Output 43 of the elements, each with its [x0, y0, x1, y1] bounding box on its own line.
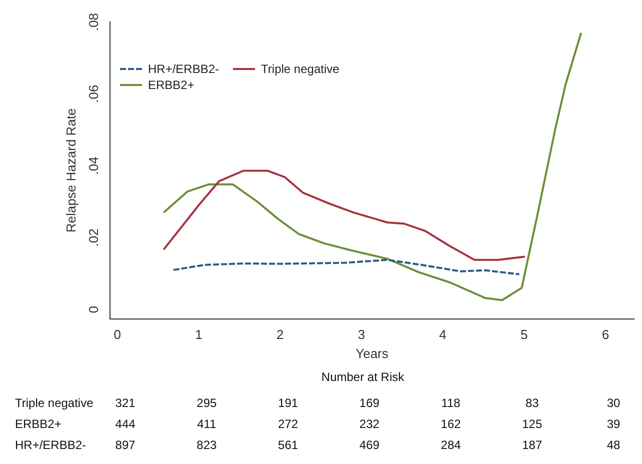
text: 897 — [115, 438, 136, 452]
text: 561 — [278, 438, 298, 452]
text: 30 — [606, 396, 620, 410]
text: 118 — [441, 396, 460, 410]
line-series — [172, 258, 520, 276]
legend-label: Triple negative — [261, 62, 340, 76]
x-tick-label: 3 — [358, 327, 366, 342]
y-tick-label: .08 — [86, 12, 102, 32]
text: 169 — [359, 396, 380, 410]
text: 823 — [196, 438, 217, 452]
text: 232 — [359, 417, 380, 431]
text: 411 — [197, 417, 216, 431]
text: Triple negative — [15, 396, 94, 410]
y-tick-label: .04 — [86, 156, 102, 175]
text: 295 — [196, 396, 217, 410]
text: 284 — [440, 438, 461, 452]
x-axis-title: Years — [356, 346, 389, 361]
text: 48 — [606, 438, 620, 452]
text: HR+/ERBB2- — [15, 438, 86, 452]
text: 39 — [606, 417, 620, 431]
x-tick-label: 2 — [276, 327, 284, 342]
x-tick-label: 5 — [520, 327, 528, 342]
x-tick-label: 1 — [195, 327, 202, 342]
x-tick-label: 0 — [114, 327, 121, 342]
y-axis-title: Relapse Hazard Rate — [63, 108, 78, 233]
text: 191 — [278, 396, 298, 410]
y-tick-label: .02 — [86, 228, 102, 247]
text: Number at Risk — [321, 370, 404, 384]
y-tick-label: 0 — [86, 306, 102, 314]
text: 469 — [359, 438, 380, 452]
y-tick-label: .06 — [86, 84, 102, 103]
x-tick-label: 4 — [439, 327, 446, 342]
text: ERBB2+ — [15, 417, 62, 431]
legend-label: ERBB2+ — [148, 78, 194, 92]
text: 272 — [278, 417, 298, 431]
text: 187 — [522, 438, 542, 452]
text: 444 — [115, 417, 136, 431]
text: 321 — [115, 396, 136, 410]
text: 162 — [440, 417, 461, 431]
text: 125 — [522, 417, 542, 431]
x-tick-label: 6 — [602, 327, 610, 342]
legend-label: HR+/ERBB2- — [148, 62, 220, 76]
text: 83 — [525, 396, 539, 410]
